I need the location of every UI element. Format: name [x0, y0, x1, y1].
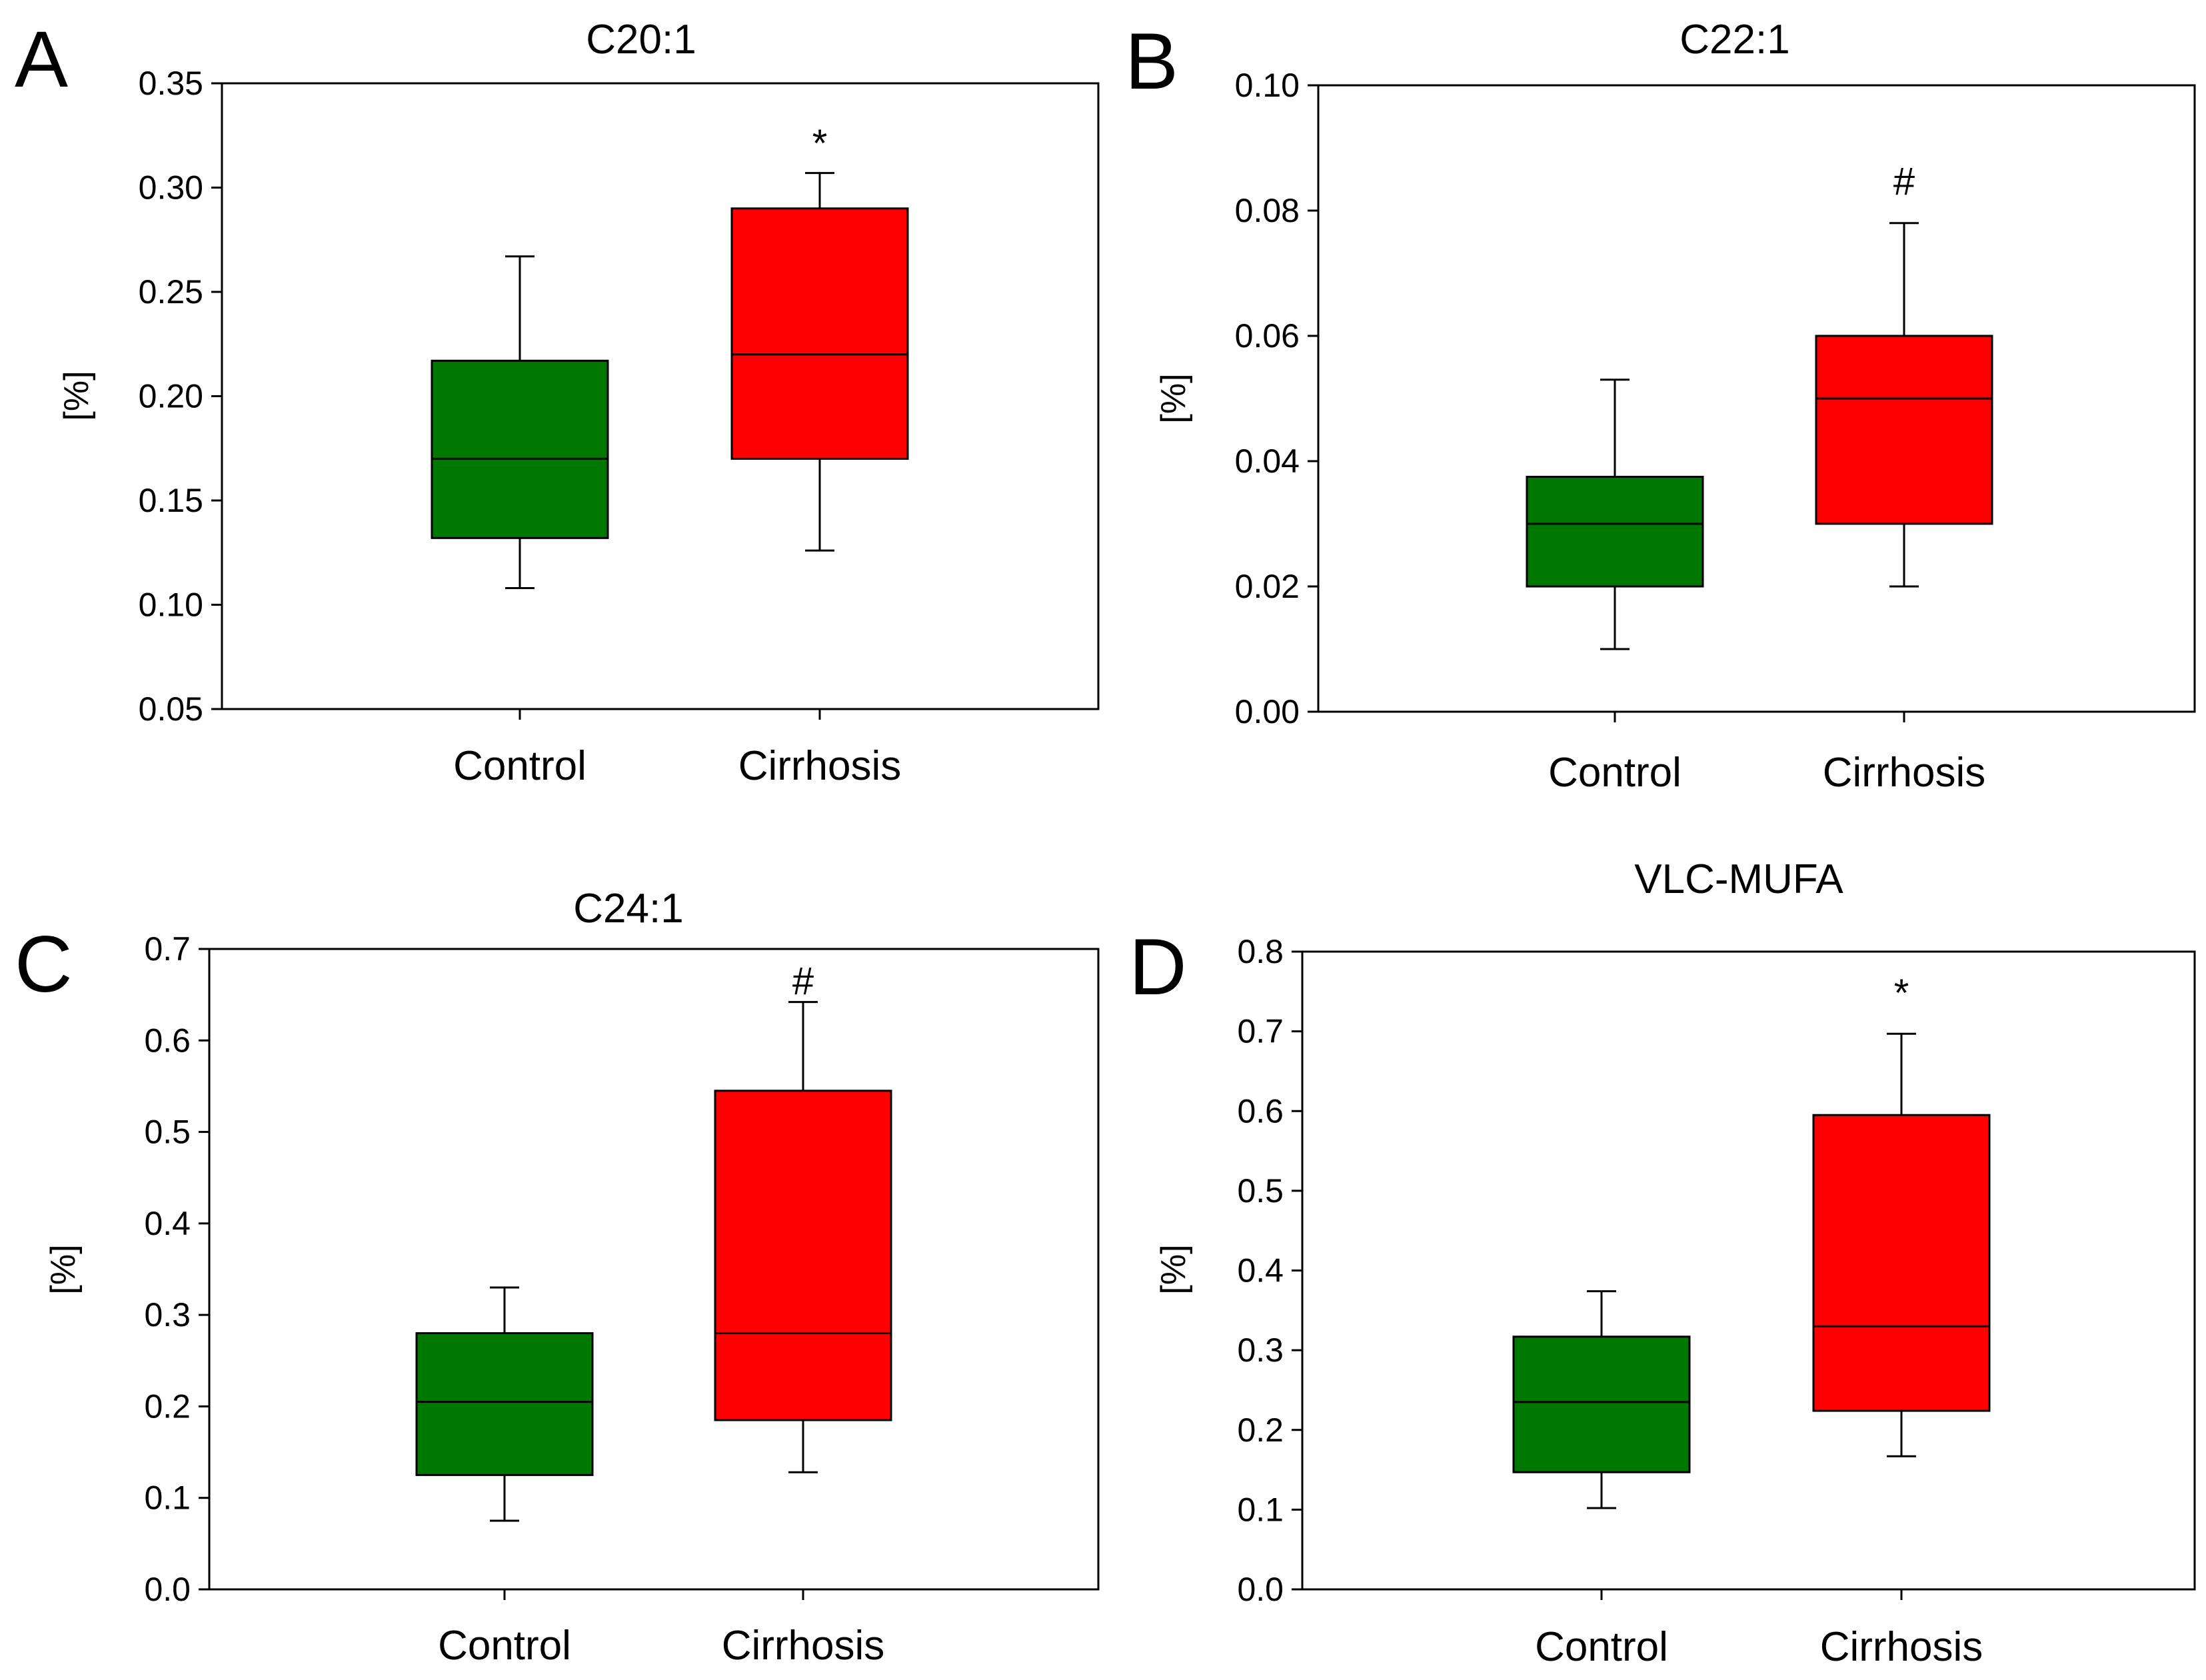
- y-axis-label: [%]: [44, 1244, 83, 1294]
- y-tick-label: 0.7: [144, 930, 191, 968]
- x-category-label: Control: [1548, 750, 1681, 796]
- box-body: [1815, 335, 1993, 525]
- panel-letter: D: [1129, 922, 1187, 1012]
- box-cirrhosis: *: [1812, 972, 1991, 1457]
- y-tick-label: 0.3: [1237, 1331, 1284, 1369]
- plot-frame: [221, 82, 1100, 710]
- box-body: [415, 1332, 594, 1476]
- significance-marker: *: [1894, 972, 1909, 1015]
- y-tick-label: 0.15: [139, 482, 203, 519]
- panel-letter: C: [15, 920, 73, 1009]
- y-tick-label: 0.4: [1237, 1252, 1284, 1289]
- box-control: [1526, 379, 1704, 650]
- y-tick-label: 0.3: [144, 1296, 191, 1333]
- x-category-label: Control: [438, 1623, 571, 1669]
- significance-marker: #: [1893, 160, 1915, 203]
- y-axis-label: [%]: [57, 371, 96, 420]
- box-cirrhosis: #: [1815, 160, 1993, 588]
- box-control: [1512, 1290, 1691, 1509]
- y-tick-label: 0.0: [144, 1571, 191, 1608]
- box-cirrhosis: *: [730, 122, 909, 552]
- x-category-label: Control: [453, 743, 586, 789]
- box-body: [1812, 1114, 1991, 1412]
- box-body: [730, 207, 909, 460]
- y-tick-label: 0.2: [144, 1387, 191, 1425]
- panel-c: C C24:1 [%] 0.0 0.1 0.2 0.3 0.4 0.5 0.6 0.7 Control…: [15, 886, 1100, 1669]
- y-tick-label: 0.0: [1237, 1571, 1284, 1608]
- plot-frame: [208, 948, 1100, 1591]
- box-cirrhosis: #: [714, 960, 892, 1473]
- y-tick-label: 0.05: [139, 690, 203, 728]
- y-tick-label: 0.5: [1237, 1172, 1284, 1210]
- y-axis-label: [%]: [1154, 1244, 1193, 1294]
- box-body: [1526, 476, 1704, 588]
- y-tick-label: 0.6: [144, 1022, 191, 1059]
- x-category-label: Cirrhosis: [738, 743, 902, 789]
- y-tick-label: 0.1: [1237, 1491, 1284, 1528]
- y-tick-label: 0.10: [139, 586, 203, 624]
- plot-frame: [1301, 950, 2196, 1591]
- y-tick-label: 0.1: [144, 1479, 191, 1517]
- x-category-label: Control: [1535, 1624, 1668, 1670]
- box-control: [415, 1286, 594, 1522]
- y-tick-label: 0.2: [1237, 1411, 1284, 1449]
- y-tick-label: 0.4: [144, 1205, 191, 1242]
- panel-letter: A: [15, 15, 68, 104]
- y-tick-label: 0.02: [1235, 568, 1300, 605]
- panel-b: B C22:1 [%] 0.00 0.02 0.04 0.06 0.08 0.10 Control…: [1125, 17, 2196, 796]
- x-category-label: Cirrhosis: [722, 1623, 885, 1669]
- x-category-label: Cirrhosis: [1820, 1624, 1983, 1670]
- y-tick-label: 0.25: [139, 273, 203, 311]
- panel-d: D VLC-MUFA [%] 0.0 0.1 0.2 0.3 0.4 0.5 0.6 0.7 0.8 C…: [1129, 856, 2196, 1670]
- y-tick-label: 0.6: [1237, 1092, 1284, 1130]
- y-tick-label: 0.04: [1235, 442, 1300, 480]
- y-tick-label: 0.00: [1235, 693, 1300, 730]
- box-body: [431, 359, 609, 539]
- y-tick-label: 0.8: [1237, 933, 1284, 970]
- box-body: [1512, 1335, 1691, 1473]
- y-axis-label: [%]: [1154, 373, 1193, 423]
- y-tick-label: 0.08: [1235, 192, 1300, 229]
- y-tick-label: 0.20: [139, 378, 203, 415]
- panel-a: A C20:1 [%] 0.05 0.10 0.15 0.20 0.25 0.30 0.35 Con…: [15, 15, 1100, 789]
- chart-title: C20:1: [586, 17, 696, 63]
- y-tick-label: 0.06: [1235, 317, 1300, 355]
- y-tick-label: 0.35: [139, 65, 203, 102]
- significance-marker: *: [812, 122, 828, 165]
- y-tick-label: 0.10: [1235, 67, 1300, 104]
- box-control: [431, 255, 609, 589]
- y-tick-label: 0.5: [144, 1114, 191, 1151]
- chart-title: C24:1: [573, 886, 683, 932]
- x-category-label: Cirrhosis: [1823, 750, 1986, 796]
- plot-frame: [1317, 84, 2196, 713]
- panel-letter: B: [1125, 17, 1178, 106]
- y-tick-label: 0.7: [1237, 1013, 1284, 1050]
- chart-title: VLC-MUFA: [1634, 856, 1843, 902]
- box-body: [714, 1090, 892, 1421]
- significance-marker: #: [792, 960, 814, 1003]
- y-tick-label: 0.30: [139, 169, 203, 207]
- chart-title: C22:1: [1679, 17, 1789, 63]
